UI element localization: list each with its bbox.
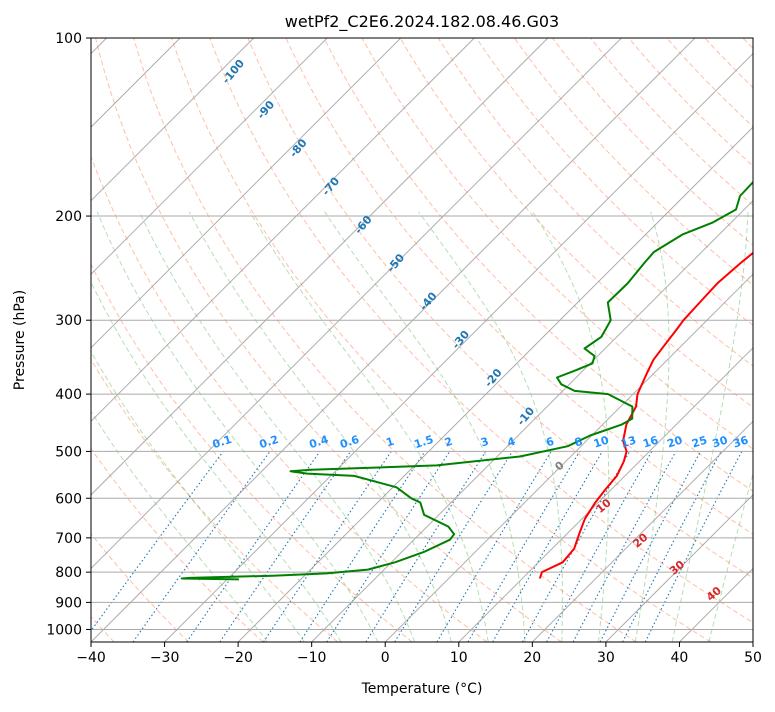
y-tick-label: 600 bbox=[55, 491, 82, 507]
x-tick-label: 0 bbox=[381, 650, 390, 666]
y-tick-label: 200 bbox=[55, 209, 82, 225]
y-tick-label: 100 bbox=[55, 31, 82, 47]
x-tick-label: 30 bbox=[597, 650, 615, 666]
y-tick-label: 500 bbox=[55, 444, 82, 460]
y-tick-label: 400 bbox=[55, 387, 82, 403]
x-tick-label: −40 bbox=[76, 650, 106, 666]
y-tick-label: 900 bbox=[55, 595, 82, 611]
x-tick-label: 40 bbox=[670, 650, 688, 666]
chart-title: wetPf2_C2E6.2024.182.08.46.G03 bbox=[285, 12, 559, 32]
x-axis-label: Temperature (°C) bbox=[361, 681, 483, 697]
x-tick-label: −30 bbox=[150, 650, 180, 666]
x-tick-label: 10 bbox=[450, 650, 468, 666]
y-tick-label: 800 bbox=[55, 565, 82, 581]
x-tick-label: −20 bbox=[223, 650, 253, 666]
x-tick-label: −10 bbox=[297, 650, 327, 666]
y-axis-label: Pressure (hPa) bbox=[12, 290, 28, 390]
x-tick-label: 50 bbox=[744, 650, 762, 666]
y-tick-label: 300 bbox=[55, 313, 82, 329]
y-tick-label: 1000 bbox=[46, 623, 82, 639]
y-tick-label: 700 bbox=[55, 531, 82, 547]
x-tick-label: 20 bbox=[523, 650, 541, 666]
